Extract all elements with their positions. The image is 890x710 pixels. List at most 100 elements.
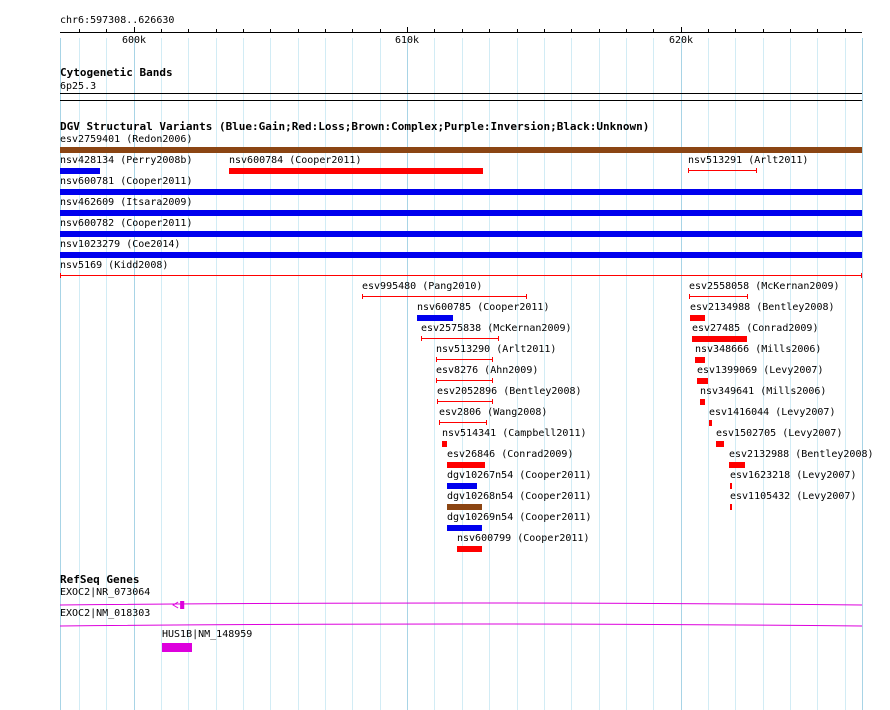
variant-study: Coe2014 (132, 239, 175, 250)
variant-span-line[interactable] (421, 338, 499, 339)
variant-label[interactable]: dgv10267n54 (Cooper2011) (447, 470, 592, 481)
ruler-axis (60, 32, 862, 33)
variant-label[interactable]: esv2806 (Wang2008) (439, 407, 548, 418)
ruler-minor-tick (544, 29, 545, 33)
variant-label[interactable]: nsv5169 (Kidd2008) (60, 260, 169, 271)
variant-study: Cooper2011 (295, 155, 356, 166)
cytoband-track-title: Cytogenetic Bands (60, 66, 173, 79)
cytoband-label[interactable]: 6p25.3 (60, 81, 97, 92)
variant-label[interactable]: esv2759401 (Redon2006) (60, 134, 193, 145)
variant-bar[interactable] (457, 546, 482, 552)
cytoband-track: Cytogenetic Bands 6p25.3 (0, 66, 890, 106)
variant-study: Redon2006 (132, 134, 187, 145)
variant-bar[interactable] (60, 168, 100, 174)
variant-label[interactable]: nsv600784 (Cooper2011) (229, 155, 362, 166)
gene-intron-line[interactable] (0, 621, 890, 633)
ruler-minor-tick (626, 29, 627, 33)
ruler-minor-tick (462, 29, 463, 33)
variant-label[interactable]: nsv600781 (Cooper2011) (60, 176, 193, 187)
variant-study: Cooper2011 (126, 176, 187, 187)
variant-label[interactable]: esv995480 (Pang2010) (362, 281, 483, 292)
variant-span-line[interactable] (436, 380, 493, 381)
variant-label[interactable]: nsv513290 (Arlt2011) (436, 344, 557, 355)
variant-label[interactable]: nsv348666 (Mills2006) (695, 344, 822, 355)
variant-span-line[interactable] (439, 422, 487, 423)
variant-end-tick (486, 420, 487, 425)
variant-span-line[interactable] (688, 170, 757, 171)
variant-label[interactable]: esv1502705 (Levy2007) (716, 428, 843, 439)
variant-id: dgv10269n54 (447, 512, 514, 523)
variant-label[interactable]: nsv428134 (Perry2008b) (60, 155, 193, 166)
variant-label[interactable]: nsv600782 (Cooper2011) (60, 218, 193, 229)
variant-label[interactable]: esv2558058 (McKernan2009) (689, 281, 840, 292)
ruler-minor-tick (79, 29, 80, 33)
variant-bar[interactable] (447, 462, 485, 468)
variant-end-tick (436, 357, 437, 362)
gene-label[interactable]: EXOC2|NR_073064 (60, 587, 151, 598)
variant-bar[interactable] (60, 210, 862, 216)
variant-bar[interactable] (729, 462, 745, 468)
variant-label[interactable]: esv2575838 (McKernan2009) (421, 323, 572, 334)
variant-label[interactable]: dgv10268n54 (Cooper2011) (447, 491, 592, 502)
variant-label[interactable]: esv2052896 (Bentley2008) (437, 386, 582, 397)
gene-exon (180, 601, 185, 609)
variant-bar[interactable] (709, 420, 712, 426)
variant-bar[interactable] (692, 336, 747, 342)
variant-label[interactable]: esv1623218 (Levy2007) (730, 470, 857, 481)
gene-intron-line[interactable] (0, 600, 890, 612)
variant-label[interactable]: esv27485 (Conrad2009) (692, 323, 819, 334)
variant-id: esv2558058 (689, 281, 750, 292)
variant-bar[interactable] (447, 483, 477, 489)
variant-bar[interactable] (730, 483, 732, 489)
variant-label[interactable]: dgv10269n54 (Cooper2011) (447, 512, 592, 523)
variant-label[interactable]: nsv514341 (Campbell2011) (442, 428, 587, 439)
variant-span-line[interactable] (60, 275, 862, 276)
variant-label[interactable]: nsv600785 (Cooper2011) (417, 302, 550, 313)
variant-bar[interactable] (700, 399, 705, 405)
variant-span-line[interactable] (436, 359, 493, 360)
variant-bar[interactable] (716, 441, 724, 447)
variant-bar[interactable] (695, 357, 705, 363)
variant-label[interactable]: esv1399069 (Levy2007) (697, 365, 824, 376)
variant-bar[interactable] (60, 189, 862, 195)
variant-label[interactable]: esv2134988 (Bentley2008) (690, 302, 835, 313)
variant-bar[interactable] (60, 231, 862, 237)
variant-study: Mills2006 (766, 386, 821, 397)
variant-bar[interactable] (442, 441, 447, 447)
variant-span-line[interactable] (437, 401, 493, 402)
variant-label[interactable]: nsv1023279 (Coe2014) (60, 239, 181, 250)
variant-study: McKernan2009 (493, 323, 566, 334)
variant-bar[interactable] (417, 315, 453, 321)
variant-id: nsv600799 (457, 533, 512, 544)
variant-bar[interactable] (447, 525, 482, 531)
variant-end-tick (492, 378, 493, 383)
variant-label[interactable]: nsv349641 (Mills2006) (700, 386, 827, 397)
variant-id: esv1623218 (730, 470, 791, 481)
variant-end-tick (362, 294, 363, 299)
variant-label[interactable]: nsv600799 (Cooper2011) (457, 533, 590, 544)
variant-span-line[interactable] (689, 296, 748, 297)
variant-study: Cooper2011 (126, 218, 187, 229)
variant-bar[interactable] (447, 504, 482, 510)
gene-label[interactable]: HUS1B|NM_148959 (162, 629, 253, 640)
ruler-minor-tick (735, 29, 736, 33)
variant-label[interactable]: esv8276 (Ahn2009) (436, 365, 539, 376)
ruler-track: chr6:597308..626630 600k 610k 620k (0, 0, 890, 50)
ruler-minor-tick (216, 29, 217, 33)
gene-label[interactable]: EXOC2|NM_018303 (60, 608, 151, 619)
variant-label[interactable]: esv26846 (Conrad2009) (447, 449, 574, 460)
variant-label[interactable]: nsv462609 (Itsara2009) (60, 197, 193, 208)
variant-bar[interactable] (60, 252, 862, 258)
variant-span-line[interactable] (362, 296, 527, 297)
variant-bar[interactable] (60, 147, 862, 153)
gene-exon[interactable] (162, 643, 192, 652)
variant-bar[interactable] (229, 168, 483, 174)
variant-bar[interactable] (690, 315, 705, 321)
variant-label[interactable]: nsv513291 (Arlt2011) (688, 155, 809, 166)
variant-bar[interactable] (697, 378, 708, 384)
variant-label[interactable]: esv1416044 (Levy2007) (709, 407, 836, 418)
variant-label[interactable]: esv2132988 (Bentley2008) (729, 449, 874, 460)
variant-label[interactable]: esv1105432 (Levy2007) (730, 491, 857, 502)
variant-bar[interactable] (730, 504, 732, 510)
